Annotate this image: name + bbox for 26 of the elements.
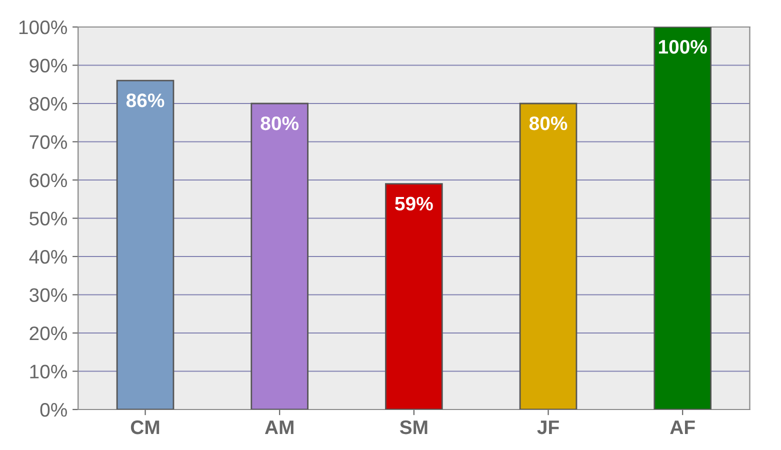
x-tick-label: SM <box>400 420 428 434</box>
bar <box>519 102 578 410</box>
y-tick-label: 30% <box>30 288 67 302</box>
x-tick-label: JF <box>537 420 559 434</box>
y-tick-label: 50% <box>30 212 67 226</box>
y-tick-label: 70% <box>30 135 67 149</box>
data-label: 80% <box>260 116 299 130</box>
data-label: 100% <box>658 40 707 54</box>
y-tick-label: 60% <box>30 173 67 188</box>
x-tick-label: AF <box>670 420 695 434</box>
y-tick-label: 0% <box>40 402 67 417</box>
y-tick-label: 10% <box>30 364 67 378</box>
y-tick-label: 90% <box>30 58 67 72</box>
y-tick-label: 40% <box>29 250 67 264</box>
y-tick-label: 100% <box>19 20 67 34</box>
y-tick-label: 20% <box>30 326 67 340</box>
bar <box>385 183 443 410</box>
data-label: 80% <box>529 116 568 130</box>
x-tick-label: AM <box>264 420 294 434</box>
bar <box>250 102 309 410</box>
bar <box>654 27 712 410</box>
data-label: 59% <box>395 196 433 211</box>
data-label: 86% <box>126 93 164 108</box>
x-tick-label: CM <box>130 420 160 434</box>
y-tick-label: 80% <box>30 96 67 111</box>
bar <box>116 80 174 410</box>
